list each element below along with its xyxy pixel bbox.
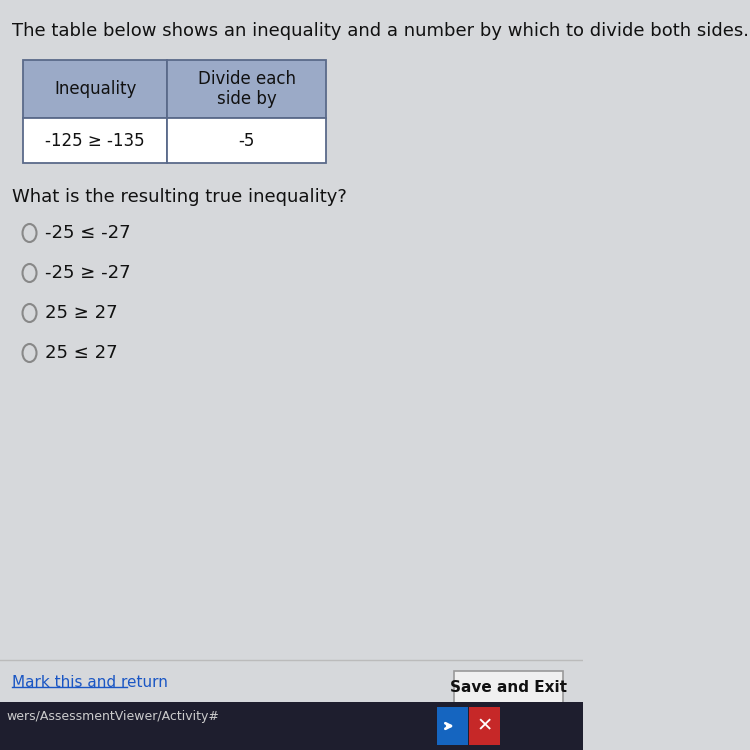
Text: ✕: ✕	[476, 716, 493, 736]
FancyBboxPatch shape	[167, 60, 326, 118]
FancyBboxPatch shape	[454, 671, 563, 703]
Circle shape	[22, 344, 37, 362]
FancyBboxPatch shape	[167, 118, 326, 163]
Text: 25 ≥ 27: 25 ≥ 27	[45, 304, 118, 322]
Text: -125 ≥ -135: -125 ≥ -135	[45, 131, 145, 149]
Text: -25 ≥ -27: -25 ≥ -27	[45, 264, 130, 282]
Text: What is the resulting true inequality?: What is the resulting true inequality?	[12, 188, 346, 206]
FancyBboxPatch shape	[436, 707, 468, 745]
Circle shape	[22, 304, 37, 322]
Circle shape	[22, 264, 37, 282]
FancyBboxPatch shape	[23, 60, 167, 118]
FancyBboxPatch shape	[23, 118, 167, 163]
Text: Mark this and return: Mark this and return	[12, 675, 167, 690]
Text: -5: -5	[238, 131, 255, 149]
Text: wers/AssessmentViewer/Activity#: wers/AssessmentViewer/Activity#	[6, 710, 219, 723]
Text: Save and Exit: Save and Exit	[450, 680, 567, 694]
Text: Inequality: Inequality	[54, 80, 136, 98]
Text: Divide each
side by: Divide each side by	[198, 70, 296, 109]
FancyBboxPatch shape	[0, 702, 583, 750]
Circle shape	[22, 224, 37, 242]
Text: 25 ≤ 27: 25 ≤ 27	[45, 344, 118, 362]
Text: The table below shows an inequality and a number by which to divide both sides.: The table below shows an inequality and …	[12, 22, 748, 40]
Text: -25 ≤ -27: -25 ≤ -27	[45, 224, 130, 242]
FancyBboxPatch shape	[470, 707, 500, 745]
